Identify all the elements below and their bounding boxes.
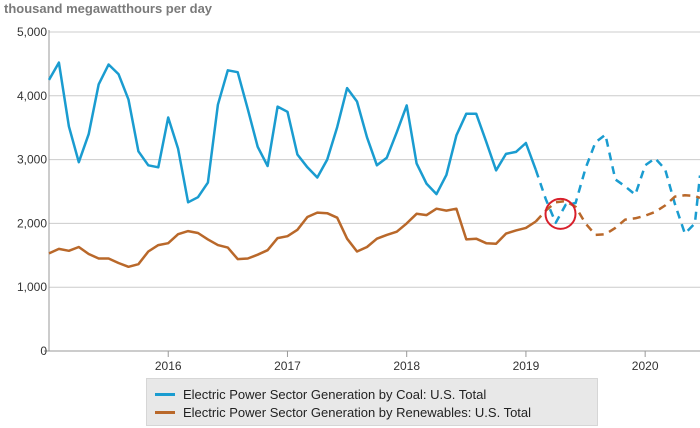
legend-label-renewables: Electric Power Sector Generation by Rene… <box>183 404 532 420</box>
x-tick-label-2020: 2020 <box>632 359 659 373</box>
x-tick-label-2017: 2017 <box>274 359 301 373</box>
series-line-projected-0 <box>534 133 700 235</box>
annotations <box>544 197 577 230</box>
x-axis-ticks: 2016 2017 2018 2019 2020 <box>155 351 659 373</box>
series-lines <box>47 61 700 269</box>
y-tick-label-0: 0 <box>40 344 47 358</box>
legend-label-coal: Electric Power Sector Generation by Coal… <box>183 386 487 402</box>
y-axis-unit-label: thousand megawatthours per day <box>4 1 213 16</box>
legend-swatch-renewables <box>155 410 175 414</box>
gridlines <box>44 30 700 352</box>
x-tick-label-2018: 2018 <box>393 359 420 373</box>
series-line-historical-1 <box>48 207 537 269</box>
x-tick-label-2016: 2016 <box>155 359 182 373</box>
y-tick-label-2000: 2,000 <box>17 216 47 230</box>
legend-item-coal[interactable]: Electric Power Sector Generation by Coal… <box>155 385 486 403</box>
y-tick-label-5000: 5,000 <box>17 25 47 39</box>
y-tick-label-1000: 1,000 <box>17 280 47 294</box>
y-axis-ticks: 0 1,000 2,000 3,000 4,000 5,000 <box>17 25 47 358</box>
legend: Electric Power Sector Generation by Coal… <box>146 378 598 426</box>
legend-swatch-coal <box>155 392 175 396</box>
x-tick-label-2019: 2019 <box>513 359 540 373</box>
y-tick-label-4000: 4,000 <box>17 89 47 103</box>
legend-item-renewables[interactable]: Electric Power Sector Generation by Rene… <box>155 403 531 421</box>
highlight-circle <box>544 197 577 230</box>
series-line-historical-0 <box>47 61 537 204</box>
y-tick-label-3000: 3,000 <box>17 153 47 167</box>
